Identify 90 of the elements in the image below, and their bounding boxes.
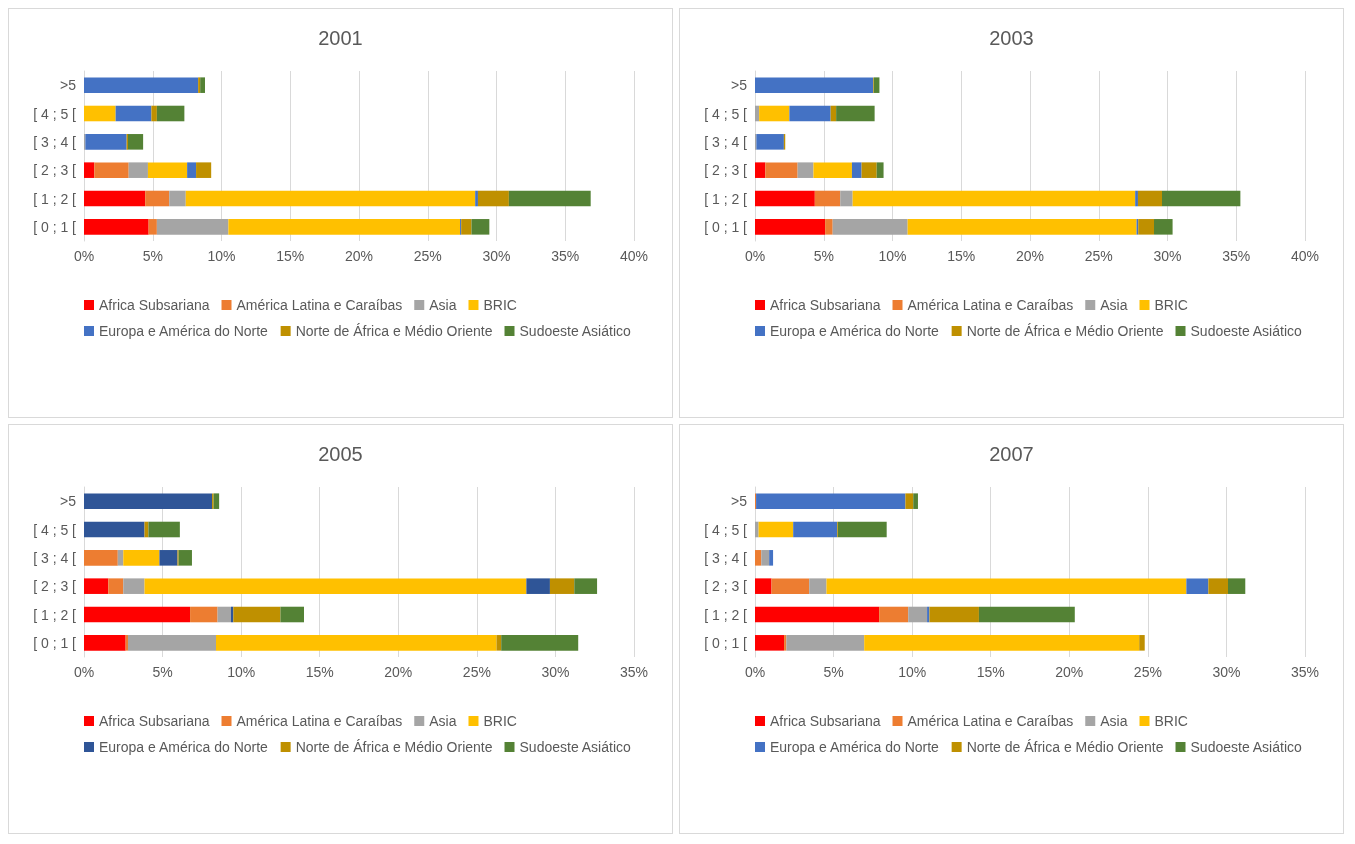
x-tick-label: 5% [152, 664, 173, 680]
x-tick-label: 5% [823, 664, 844, 680]
x-tick-label: 40% [619, 248, 649, 264]
x-tick-label: 35% [1222, 248, 1251, 264]
y-tick-label: [ 1 ; 2 [ [704, 606, 748, 623]
x-tick-label: 35% [1290, 664, 1320, 680]
x-tick-label: 15% [976, 664, 1005, 680]
x-tick-label: 10% [878, 248, 907, 264]
y-tick-label: >5 [731, 493, 748, 510]
legend-label: BRIC [483, 713, 517, 729]
y-tick-label: [ 1 ; 2 [ [33, 190, 77, 207]
y-tick-label: [ 3 ; 4 [ [704, 549, 748, 566]
y-tick-label: [ 0 ; 1 [ [33, 218, 77, 235]
x-tick-label: 35% [619, 664, 649, 680]
x-tick-label: 30% [1153, 248, 1182, 264]
legend-label: Sudoeste Asiático [519, 323, 632, 339]
x-tick-label: 25% [462, 664, 491, 680]
legend-label: Asia [429, 713, 457, 729]
legend-label: Norte de África e Médio Oriente [966, 323, 1164, 339]
x-tick-label: 20% [1015, 248, 1045, 264]
x-tick-label: 10% [227, 664, 256, 680]
y-tick-label: [ 0 ; 1 [ [33, 634, 77, 651]
legend-label: Europa e América do Norte [99, 323, 269, 339]
x-tick-label: 25% [1084, 248, 1113, 264]
legend-label: Europa e América do Norte [770, 323, 940, 339]
y-tick-label: [ 2 ; 3 [ [33, 162, 77, 179]
y-tick-label: [ 0 ; 1 [ [704, 218, 748, 235]
legend-label: Asia [429, 297, 457, 313]
legend-label: BRIC [1154, 297, 1188, 313]
chart-title: 2003 [989, 27, 1034, 49]
y-tick-label: [ 4 ; 5 [ [704, 105, 748, 122]
y-tick-label: >5 [60, 493, 77, 510]
legend-label: Norte de África e Médio Oriente [295, 739, 493, 755]
y-tick-label: [ 4 ; 5 [ [704, 521, 748, 538]
x-tick-label: 5% [813, 248, 834, 264]
x-tick-label: 10% [207, 248, 236, 264]
y-tick-label: [ 3 ; 4 [ [33, 133, 77, 150]
legend-label: BRIC [1154, 713, 1188, 729]
x-tick-label: 40% [1290, 248, 1320, 264]
y-tick-label: [ 4 ; 5 [ [33, 521, 77, 538]
x-tick-label: 15% [305, 664, 334, 680]
x-tick-label: 0% [744, 248, 766, 264]
legend-label: América Latina e Caraíbas [907, 713, 1074, 729]
y-tick-label: [ 4 ; 5 [ [33, 105, 77, 122]
y-tick-label: [ 3 ; 4 [ [33, 549, 77, 566]
x-tick-label: 30% [1212, 664, 1241, 680]
x-tick-label: 20% [344, 248, 374, 264]
legend-label: Sudoeste Asiático [1190, 739, 1303, 755]
x-tick-label: 25% [1133, 664, 1162, 680]
x-tick-label: 25% [413, 248, 442, 264]
legend-label: Norte de África e Médio Oriente [295, 323, 493, 339]
chart-title: 2007 [989, 443, 1034, 465]
chart-title: 2001 [318, 27, 363, 49]
legend-label: Asia [1100, 297, 1128, 313]
x-tick-label: 0% [744, 664, 766, 680]
legend-label: Africa Subsariana [99, 297, 210, 313]
legend-label: Africa Subsariana [770, 713, 881, 729]
x-tick-label: 20% [384, 664, 413, 680]
legend-label: Europa e América do Norte [99, 739, 269, 755]
y-tick-label: [ 0 ; 1 [ [704, 634, 748, 651]
chart-title: 2005 [318, 443, 363, 465]
y-tick-label: [ 1 ; 2 [ [704, 190, 748, 207]
x-tick-label: 20% [1055, 664, 1084, 680]
x-tick-label: 0% [73, 248, 95, 264]
y-tick-label: >5 [60, 77, 77, 94]
legend-label: América Latina e Caraíbas [236, 713, 403, 729]
legend-label: América Latina e Caraíbas [236, 297, 403, 313]
legend-label: Norte de África e Médio Oriente [966, 739, 1164, 755]
x-tick-label: 10% [898, 664, 927, 680]
x-tick-label: 30% [541, 664, 570, 680]
x-tick-label: 5% [142, 248, 163, 264]
legend-label: Sudoeste Asiático [519, 739, 632, 755]
y-tick-label: [ 2 ; 3 [ [33, 578, 77, 595]
y-tick-label: [ 3 ; 4 [ [704, 133, 748, 150]
legend-label: América Latina e Caraíbas [907, 297, 1074, 313]
legend-label: Europa e América do Norte [770, 739, 940, 755]
y-tick-label: [ 2 ; 3 [ [704, 162, 748, 179]
x-tick-label: 0% [73, 664, 95, 680]
x-tick-label: 30% [482, 248, 511, 264]
x-tick-label: 15% [947, 248, 976, 264]
legend-label: Asia [1100, 713, 1128, 729]
y-tick-label: >5 [731, 77, 748, 94]
y-tick-label: [ 1 ; 2 [ [33, 606, 77, 623]
legend-label: BRIC [483, 297, 517, 313]
x-tick-label: 15% [276, 248, 305, 264]
legend-label: Africa Subsariana [770, 297, 881, 313]
legend-label: Sudoeste Asiático [1190, 323, 1303, 339]
legend-label: Africa Subsariana [99, 713, 210, 729]
y-tick-label: [ 2 ; 3 [ [704, 578, 748, 595]
x-tick-label: 35% [551, 248, 580, 264]
